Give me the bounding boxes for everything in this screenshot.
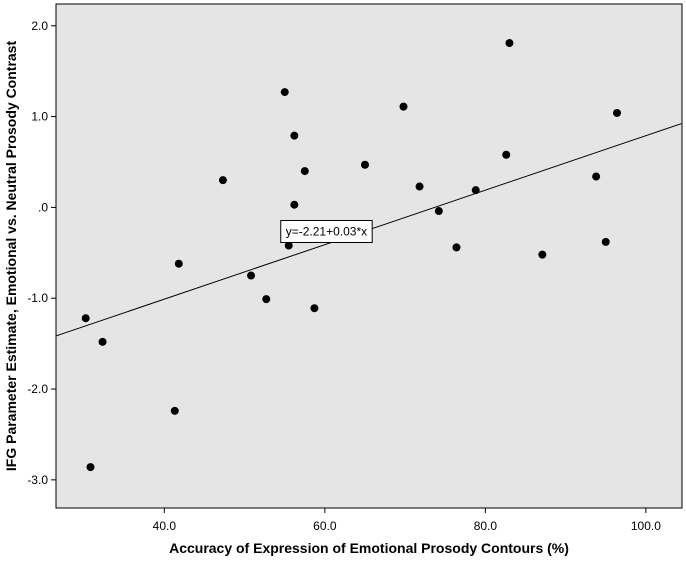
plot-area: [55, 3, 683, 509]
data-point-9: [280, 88, 289, 97]
data-point-3: [98, 337, 107, 346]
data-point-5: [174, 259, 183, 268]
x-tick-label: 60.0: [313, 519, 337, 533]
y-tick-label: -2.0: [27, 382, 48, 396]
equation-annotation: y=-2.21+0.03*x: [280, 219, 373, 243]
data-point-22: [505, 39, 514, 48]
data-point-1: [81, 314, 90, 323]
y-tick-label: 2.0: [31, 19, 48, 33]
y-tick-label: -1.0: [27, 291, 48, 305]
data-point-12: [290, 200, 299, 209]
y-tick-label: .0: [38, 200, 48, 214]
data-point-13: [300, 167, 309, 176]
data-point-20: [471, 186, 480, 195]
x-tick-label: 80.0: [474, 519, 498, 533]
data-point-21: [502, 150, 511, 159]
data-point-8: [262, 295, 271, 304]
data-point-26: [612, 108, 621, 117]
y-axis-ticks: 2.0 1.0 .0 -1.0 -2.0 -3.0: [27, 19, 56, 487]
data-point-10: [284, 241, 293, 250]
data-points: [81, 39, 621, 472]
equation-box: [280, 219, 373, 243]
y-tick-label: -3.0: [27, 473, 48, 487]
data-point-11: [290, 131, 299, 140]
equation-text: y=-2.21+0.03*x: [286, 224, 367, 238]
data-point-23: [538, 250, 547, 259]
data-point-25: [601, 237, 610, 246]
x-tick-label: 100.0: [631, 519, 661, 533]
data-point-19: [452, 243, 461, 252]
data-point-24: [592, 172, 601, 181]
data-point-18: [434, 207, 443, 216]
data-point-17: [415, 182, 424, 191]
data-point-15: [360, 160, 369, 169]
data-point-7: [247, 271, 256, 280]
data-point-6: [218, 176, 227, 185]
x-axis-ticks: 40.0 60.0 80.0 100.0: [153, 508, 661, 533]
y-tick-label: 1.0: [31, 110, 48, 124]
x-tick-label: 40.0: [153, 519, 177, 533]
data-point-2: [86, 463, 95, 472]
x-axis-label: Accuracy of Expression of Emotional Pros…: [169, 540, 569, 556]
y-axis-label: IFG Parameter Estimate, Emotional vs. Ne…: [3, 41, 19, 472]
data-point-4: [170, 406, 179, 415]
data-point-14: [310, 304, 319, 313]
data-point-16: [399, 102, 408, 111]
